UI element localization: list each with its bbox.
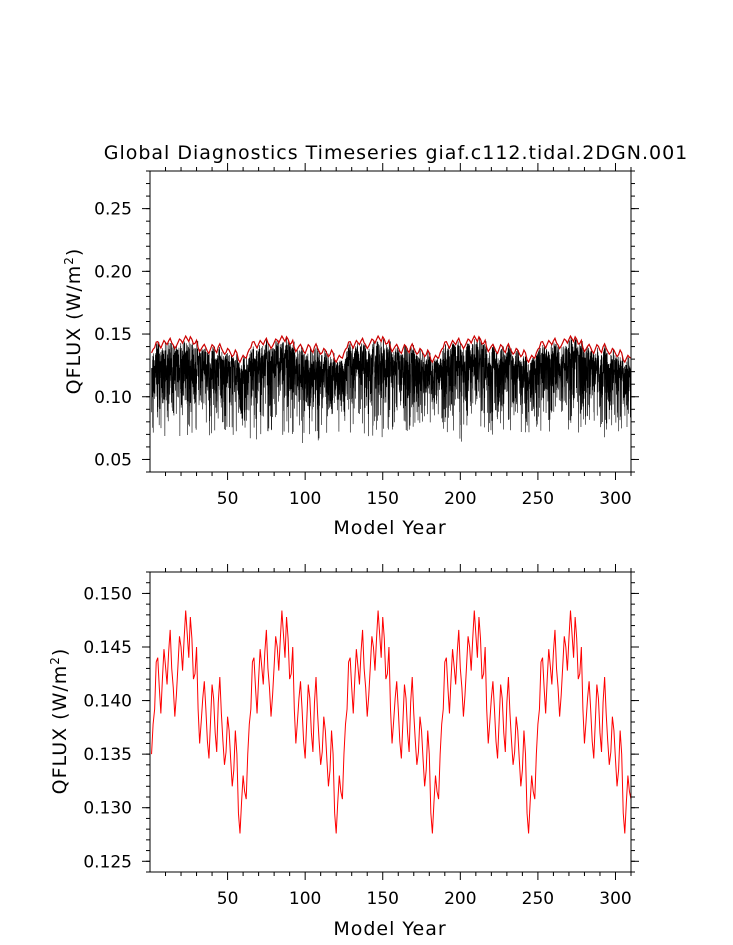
bottom-y-tick-label: 0.125: [83, 852, 132, 872]
bottom-x-tick-label: 100: [289, 889, 321, 909]
top-y-tick-label: 0.15: [94, 325, 132, 345]
bottom-x-tick-label: 300: [599, 889, 631, 909]
top-y-tick-label: 0.25: [94, 200, 132, 220]
top-y-tick-label: 0.10: [94, 388, 132, 408]
bottom-y-axis-label-close: ): [49, 648, 71, 656]
top-plot-frame: [149, 170, 632, 473]
top-y-axis-label: QFLUX (W/m2): [62, 248, 85, 395]
chart-title: Global Diagnostics Timeseries giaf.c112.…: [104, 142, 689, 164]
bottom-x-tick-label: 250: [522, 889, 554, 909]
bottom-x-tick-label: 50: [217, 889, 239, 909]
top-x-tick-label: 300: [599, 489, 631, 509]
bottom-y-tick-label: 0.130: [83, 799, 132, 819]
bottom-x-tick-label: 150: [367, 889, 399, 909]
bottom-y-tick-label: 0.150: [83, 584, 132, 604]
bottom-chart: 50 100 150 200 250 300 0.125 0.130 0.135 0.140 0.1…: [48, 564, 639, 940]
annual-mean-line-top: [151, 334, 632, 364]
top-x-tick-label: 200: [444, 489, 476, 509]
top-y-axis-label-close: ): [63, 248, 85, 256]
top-x-tick-label: 50: [217, 489, 239, 509]
bottom-y-tick-label: 0.145: [83, 638, 132, 658]
bottom-x-tick-label: 200: [444, 889, 476, 909]
top-x-tick-label: 250: [522, 489, 554, 509]
annual-mean-line-bottom: [151, 610, 632, 834]
top-axis-ticks: 50 100 150 200 250 300 0.05 0.10 0.15 0.20 0.25: [94, 163, 639, 509]
top-y-axis-label-sup: 2: [62, 256, 76, 265]
bottom-y-axis-label-main: QFLUX (W/m: [49, 665, 71, 795]
bottom-x-axis-label: Model Year: [333, 918, 446, 940]
top-x-tick-label: 150: [367, 489, 399, 509]
bottom-y-tick-label: 0.140: [83, 692, 132, 712]
bottom-y-axis-label-sup: 2: [48, 656, 62, 665]
top-x-axis-label: Model Year: [333, 517, 446, 539]
annual-mean-series-group-bottom: [151, 610, 632, 834]
bottom-axis-ticks: 50 100 150 200 250 300 0.125 0.130 0.135 0.140 0.1…: [83, 564, 639, 909]
bottom-y-axis-label: QFLUX (W/m2): [48, 648, 71, 795]
top-chart: Global Diagnostics Timeseries giaf.c112.…: [62, 142, 689, 539]
annual-mean-series-group: [151, 334, 632, 364]
bottom-y-tick-label: 0.135: [83, 745, 132, 765]
top-y-axis-label-main: QFLUX (W/m: [63, 265, 85, 395]
top-y-tick-label: 0.20: [94, 262, 132, 282]
top-y-tick-label: 0.05: [94, 450, 132, 470]
top-x-tick-label: 100: [289, 489, 321, 509]
